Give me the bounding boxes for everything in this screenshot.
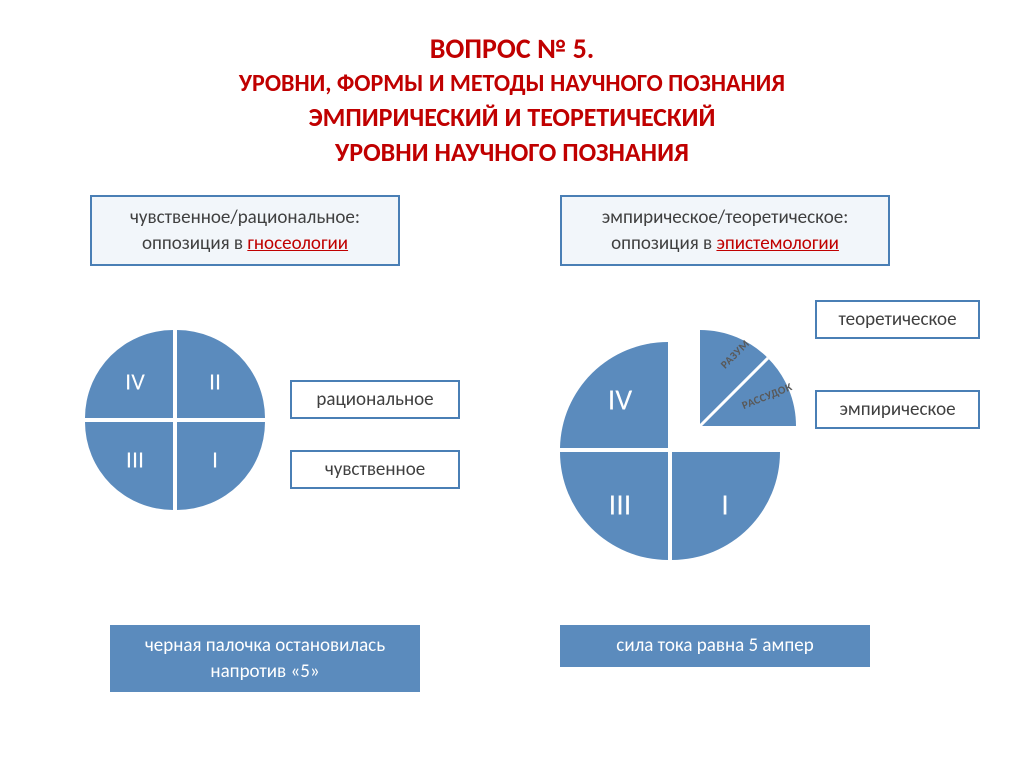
right-header-line2b: эпистемологии — [716, 232, 838, 255]
left-header-line2: оппозиция в гносеологии — [102, 231, 388, 257]
right-header-box: эмпирическое/теоретическое: оппозиция в … — [560, 195, 890, 266]
slide-header: ВОПРОС № 5. УРОВНИ, ФОРМЫ И МЕТОДЫ НАУЧН… — [0, 0, 1024, 170]
right-pie-label-III: III — [609, 487, 632, 524]
title-line-2: УРОВНИ, ФОРМЫ И МЕТОДЫ НАУЧНОГО ПОЗНАНИЯ — [0, 68, 1024, 100]
right-pie-label-IV: IV — [608, 382, 633, 419]
left-label-rational: рациональное — [290, 380, 460, 419]
pie-q-I — [177, 422, 265, 510]
right-footer-box: сила тока равна 5 ампер — [560, 625, 870, 667]
right-header-line1: эмпирическое/теоретическое: — [572, 205, 878, 231]
right-pie-svg — [560, 320, 830, 570]
left-label-sensory: чувственное — [290, 450, 460, 489]
title-line-3: ЭМПИРИЧЕСКИЙ И ТЕОРЕТИЧЕСКИЙ — [0, 100, 1024, 135]
left-footer-box: черная палочка остановилась напротив «5» — [110, 625, 420, 692]
left-header-box: чувственное/рациональное: оппозиция в гн… — [90, 195, 400, 266]
right-label-theoretical: теоретическое — [815, 300, 980, 339]
right-label-empirical: эмпирическое — [815, 390, 980, 429]
left-pie-svg — [85, 330, 265, 510]
title-line-4: УРОВНИ НАУЧНОГО ПОЗНАНИЯ — [0, 135, 1024, 170]
left-pie: II IV III I — [85, 330, 265, 510]
left-pie-label-IV: IV — [125, 368, 145, 397]
left-pie-label-III: III — [126, 446, 144, 475]
left-header-line2b: гносеологии — [247, 232, 348, 255]
left-pie-label-II: II — [209, 368, 221, 397]
left-header-line2a: оппозиция в — [142, 232, 247, 255]
right-header-line2a: оппозиция в — [611, 232, 716, 255]
right-pie-label-I: I — [721, 487, 729, 524]
right-header-line2: оппозиция в эпистемологии — [572, 231, 878, 257]
title-line-1: ВОПРОС № 5. — [0, 30, 1024, 68]
left-pie-label-I: I — [212, 446, 218, 475]
right-pie: IV III I РАЗУМ РАССУДОК — [560, 320, 830, 570]
left-header-line1: чувственное/рациональное: — [102, 205, 388, 231]
